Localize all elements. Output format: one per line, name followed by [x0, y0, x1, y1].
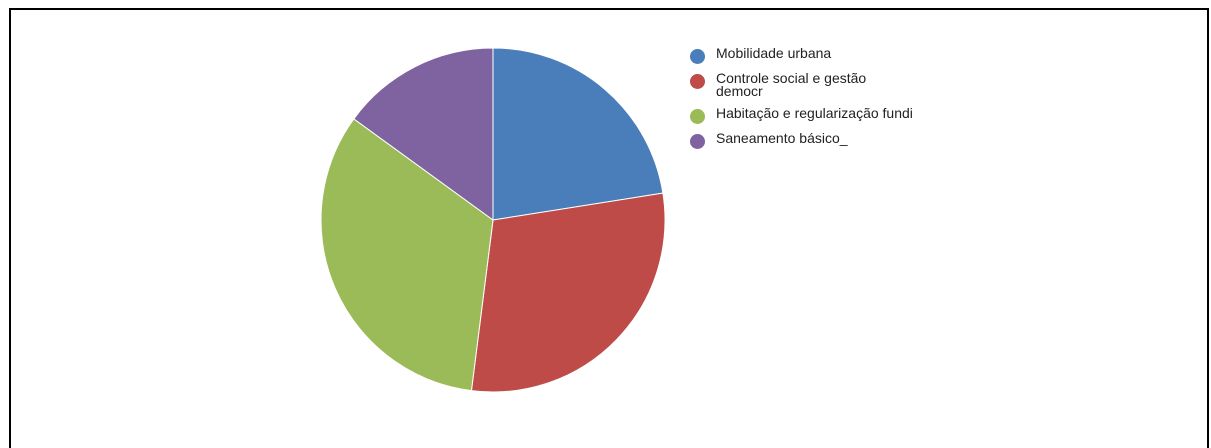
legend-swatch	[690, 74, 705, 89]
legend-label: Controle social e gestão democr	[716, 70, 867, 99]
legend-item: Mobilidade urbana	[690, 45, 950, 64]
legend-item: Habitação e regularização fundi	[690, 105, 950, 124]
pie-slice	[320, 118, 494, 392]
legend-label: Saneamento básico_	[716, 130, 848, 146]
legend-swatch	[690, 109, 705, 124]
pie-slice	[353, 47, 494, 221]
legend-swatch	[690, 49, 705, 64]
legend-item: Controle social e gestão democr	[690, 70, 950, 99]
legend-label: Habitação e regularização fundi	[716, 105, 913, 121]
chart-legend: Mobilidade urbana Controle social e gest…	[690, 45, 950, 157]
legend-swatch	[690, 134, 705, 149]
pie-slice	[492, 47, 664, 221]
pie-slice	[470, 192, 666, 393]
pie-chart	[320, 47, 666, 393]
legend-label: Mobilidade urbana	[716, 45, 832, 61]
legend-item: Saneamento básico_	[690, 130, 950, 149]
